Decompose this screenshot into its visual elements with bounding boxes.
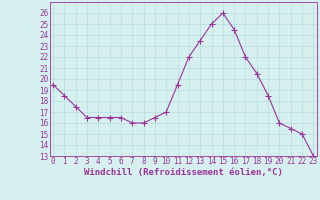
X-axis label: Windchill (Refroidissement éolien,°C): Windchill (Refroidissement éolien,°C): [84, 168, 283, 177]
